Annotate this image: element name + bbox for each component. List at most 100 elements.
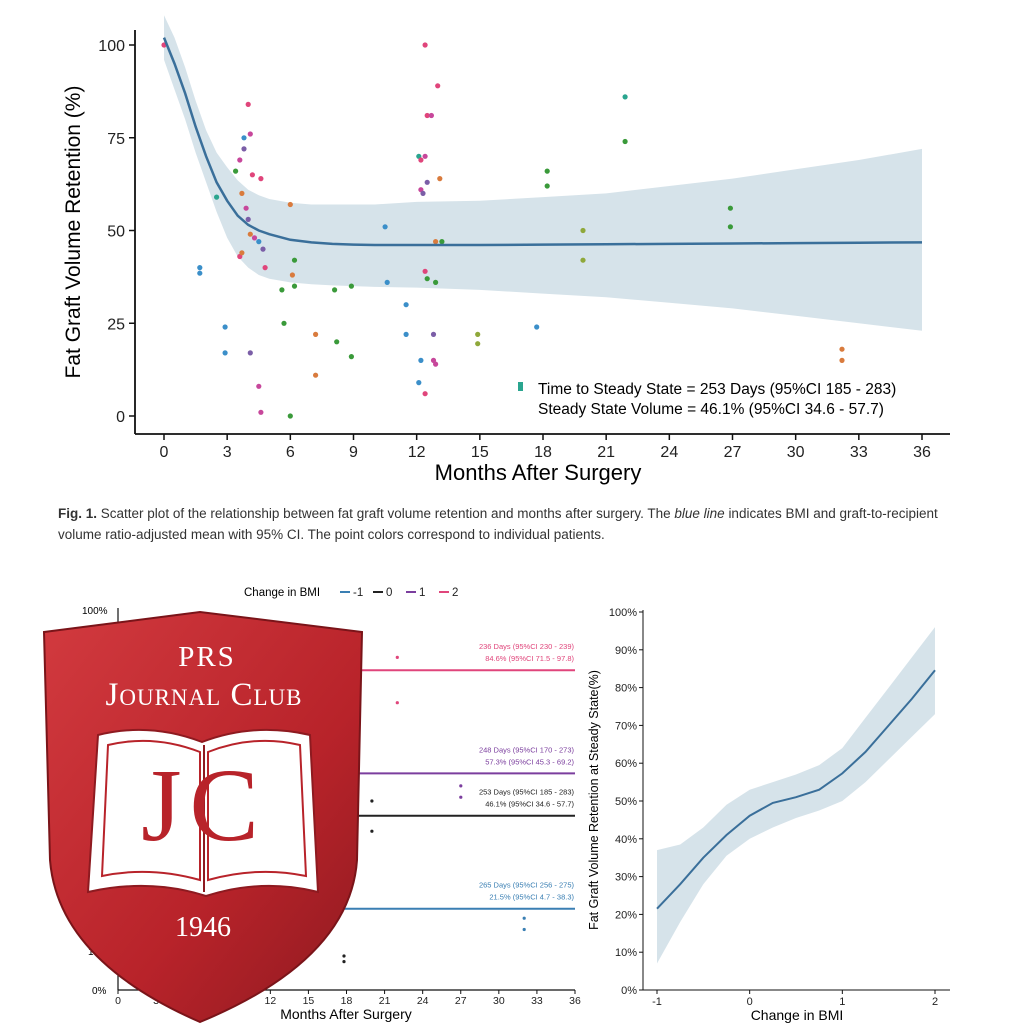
data-point (522, 916, 526, 920)
series-label: 253 Days (95%CI 185 - 283) (479, 788, 575, 797)
x-tick-label: 27 (455, 995, 467, 1007)
x-tick-label: 21 (597, 444, 615, 461)
ci-band (657, 627, 935, 964)
y-tick-label: 80% (615, 683, 637, 695)
y-tick-label: 40% (615, 834, 637, 846)
x-ticks: -1 0 1 2 (652, 990, 938, 1008)
data-point (197, 265, 203, 271)
x-tick-label: 6 (286, 444, 295, 461)
data-point (245, 216, 251, 222)
x-tick-label: 15 (471, 444, 489, 461)
series-label: 236 Days (95%CI 230 - 239) (479, 642, 575, 651)
x-tick-label: 9 (349, 444, 358, 461)
x-tick-label: 30 (493, 995, 505, 1007)
data-point (370, 829, 374, 833)
data-point (313, 372, 319, 378)
data-point (289, 272, 295, 278)
series-label: 57.3% (95%CI 45.3 - 69.2) (485, 757, 574, 766)
data-point (416, 380, 422, 386)
data-point (258, 409, 264, 415)
open-book-icon (86, 728, 320, 898)
series-labels: 265 Days (95%CI 256 - 275) 21.5% (95%CI 4… (479, 642, 575, 902)
data-point (422, 153, 428, 159)
y-tick-label: 20% (615, 909, 637, 921)
caption-text-before: Scatter plot of the relationship between… (100, 506, 671, 521)
x-axis-label: Months After Surgery (280, 1006, 412, 1022)
y-axis-label: Fat Graft Volume Retention at Steady Sta… (587, 670, 601, 930)
data-point (279, 287, 285, 293)
data-point (247, 231, 253, 237)
data-point (403, 331, 409, 337)
y-tick-label: 50% (615, 796, 637, 808)
data-point (348, 283, 354, 289)
y-tick-label: 100 (98, 38, 125, 55)
data-point (256, 239, 262, 245)
data-point (251, 235, 258, 241)
logo-year: 1946 (175, 912, 231, 943)
y-ticks: 0% 10% 20% 30% 40% 50% 60% 70% 80% 90% 100% (609, 607, 643, 997)
data-point (291, 257, 298, 263)
x-tick-label: 33 (850, 444, 868, 461)
legend-title: Change in BMI (244, 587, 320, 599)
data-point (249, 172, 255, 178)
data-point (403, 302, 409, 308)
x-tick-label: 2 (932, 996, 938, 1008)
data-point (258, 176, 264, 182)
data-point (418, 357, 424, 363)
data-point (342, 960, 346, 964)
data-point (418, 157, 424, 163)
y-tick-label: 10% (615, 947, 637, 959)
steady-state-chart: 0%10%20%30%40%50%60%70%80%90%100% -1 0 1 2 … (587, 607, 950, 1023)
y-ticks: 0 25 50 75 100 (98, 38, 135, 426)
data-point (424, 276, 430, 282)
data-point (522, 927, 526, 932)
logo-line2: Journal Club (106, 677, 303, 713)
data-point (262, 265, 268, 271)
caption-label: Fig. 1. (58, 506, 98, 521)
data-point (222, 350, 228, 356)
series-label: 46.1% (95%CI 34.6 - 57.7) (485, 800, 574, 809)
data-point (334, 339, 340, 345)
series-label: 248 Days (95%CI 170 - 273) (479, 745, 575, 754)
y-tick-0: 0% (92, 986, 107, 997)
y-tick-label: 70% (615, 720, 637, 732)
x-axis-label: Months After Surgery (435, 460, 642, 485)
data-point (348, 354, 354, 360)
figure-caption: Fig. 1. Scatter plot of the relationship… (58, 503, 978, 545)
data-point (475, 341, 481, 347)
legend-item: 0 (386, 587, 392, 599)
data-point (727, 205, 734, 211)
x-tick-label: 27 (724, 444, 742, 461)
data-point (291, 283, 298, 289)
data-point (287, 201, 293, 208)
data-point (433, 279, 439, 285)
annotation-time: Time to Steady State = 253 Days (95%CI 1… (538, 381, 896, 398)
data-point (430, 331, 437, 337)
data-point (243, 205, 249, 211)
data-point (437, 176, 443, 182)
y-tick-label: 0% (621, 985, 637, 997)
data-point (241, 146, 247, 152)
data-point (459, 784, 463, 788)
legend-key (518, 382, 523, 391)
data-point (422, 42, 428, 48)
series-label: 265 Days (95%CI 256 - 275) (479, 881, 575, 890)
data-point (424, 112, 430, 119)
data-point (382, 224, 388, 230)
data-point (313, 331, 319, 337)
data-point (247, 131, 253, 137)
data-point (260, 246, 266, 252)
x-tick-label: 12 (408, 444, 426, 461)
data-point (239, 250, 245, 256)
y-tick-label: 25 (107, 316, 125, 333)
data-point (370, 799, 374, 803)
x-tick-label: 0 (160, 444, 169, 461)
data-point (534, 324, 540, 330)
data-point (622, 94, 628, 100)
y-tick-100: 100% (82, 606, 108, 617)
data-point (428, 112, 434, 119)
data-point (727, 224, 734, 230)
data-point (422, 391, 428, 397)
